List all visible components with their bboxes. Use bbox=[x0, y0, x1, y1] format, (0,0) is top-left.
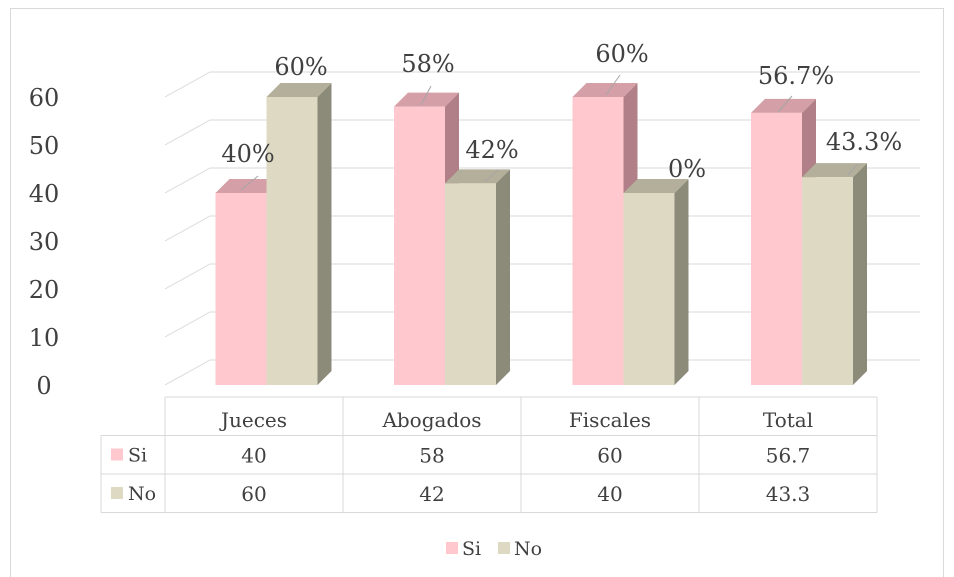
legend-label: Si bbox=[462, 538, 481, 560]
leader-line bbox=[777, 95, 793, 113]
leader-line bbox=[484, 169, 499, 183]
table-cell: 40 bbox=[597, 482, 622, 506]
y-tick-label: 40 bbox=[29, 180, 60, 208]
data-label: 0% bbox=[668, 155, 706, 183]
leader-line bbox=[420, 85, 432, 106]
data-label: 43.3% bbox=[826, 128, 902, 156]
data-labels: 40% 60% 58% 42% 60% 0% 56.7% 43.3% bbox=[221, 40, 902, 191]
legend-key-si bbox=[446, 542, 458, 554]
table-header-cell: Fiscales bbox=[569, 408, 651, 432]
gridline-side bbox=[164, 167, 211, 194]
table-series-name: Si bbox=[128, 445, 147, 467]
data-label: 42% bbox=[465, 136, 518, 164]
bar-si bbox=[394, 106, 445, 385]
bar-top-no bbox=[266, 83, 332, 97]
bar-side-no bbox=[853, 163, 867, 385]
bar-top-no bbox=[623, 179, 689, 193]
leader-line bbox=[240, 175, 259, 191]
y-tick-label: 20 bbox=[29, 276, 60, 304]
bar-top-si bbox=[394, 92, 459, 107]
legend: Si No bbox=[446, 538, 542, 560]
data-label: 60% bbox=[274, 53, 327, 81]
table-header-cell: Total bbox=[763, 408, 813, 432]
bar-side-no bbox=[496, 169, 510, 385]
bar-si bbox=[572, 97, 624, 385]
bar-no bbox=[623, 193, 675, 385]
gridline-side bbox=[164, 359, 211, 386]
table-header-cell: Abogados bbox=[381, 408, 481, 432]
table-legend-key bbox=[111, 487, 123, 499]
data-label: 56.7% bbox=[758, 62, 834, 90]
y-tick-label: 0 bbox=[36, 372, 51, 400]
bar-no bbox=[445, 183, 496, 385]
table-header-cell: Jueces bbox=[219, 408, 287, 432]
y-tick-label: 10 bbox=[29, 324, 60, 352]
table-cell: 42 bbox=[419, 482, 444, 506]
bar-top-si bbox=[215, 179, 281, 193]
table-cell: 60 bbox=[597, 444, 622, 468]
table-cell: 58 bbox=[419, 444, 444, 468]
y-tick-label: 50 bbox=[29, 132, 60, 160]
data-label: 58% bbox=[401, 50, 454, 78]
legend-key-no bbox=[498, 542, 510, 554]
gridline-side bbox=[164, 71, 211, 98]
gridline-side bbox=[164, 311, 211, 338]
table-series-name: No bbox=[128, 483, 156, 505]
bars bbox=[215, 83, 867, 385]
data-label: 60% bbox=[595, 40, 648, 68]
bar-no bbox=[266, 97, 318, 385]
y-axis: 0 10 20 30 40 50 60 bbox=[29, 84, 60, 400]
data-table: Jueces Abogados Fiscales Total Si 40 58 60 56.7 N… bbox=[100, 396, 878, 513]
data-label: 40% bbox=[221, 140, 274, 168]
gridline-side bbox=[164, 119, 211, 146]
table-cell: 40 bbox=[241, 444, 266, 468]
table-cell: 60 bbox=[241, 482, 266, 506]
y-tick-label: 30 bbox=[29, 228, 60, 256]
gridline-side bbox=[164, 215, 211, 242]
bar-side-no bbox=[317, 83, 332, 385]
bar-side-no bbox=[674, 179, 689, 385]
bar-no bbox=[802, 177, 853, 385]
leader-line bbox=[605, 74, 621, 96]
bar-si bbox=[215, 193, 267, 385]
table-cell: 43.3 bbox=[766, 482, 811, 506]
bar-si bbox=[751, 112, 802, 385]
bar-top-no bbox=[445, 169, 510, 184]
legend-label: No bbox=[514, 538, 542, 560]
bar-top-si bbox=[572, 83, 638, 97]
table-cell: 56.7 bbox=[766, 444, 811, 468]
chart-area bbox=[10, 8, 944, 577]
table-legend-key bbox=[111, 448, 123, 461]
gridline-side bbox=[164, 263, 211, 290]
y-tick-label: 60 bbox=[29, 84, 60, 112]
bar-top-no bbox=[802, 163, 867, 178]
leader-line bbox=[847, 163, 859, 176]
